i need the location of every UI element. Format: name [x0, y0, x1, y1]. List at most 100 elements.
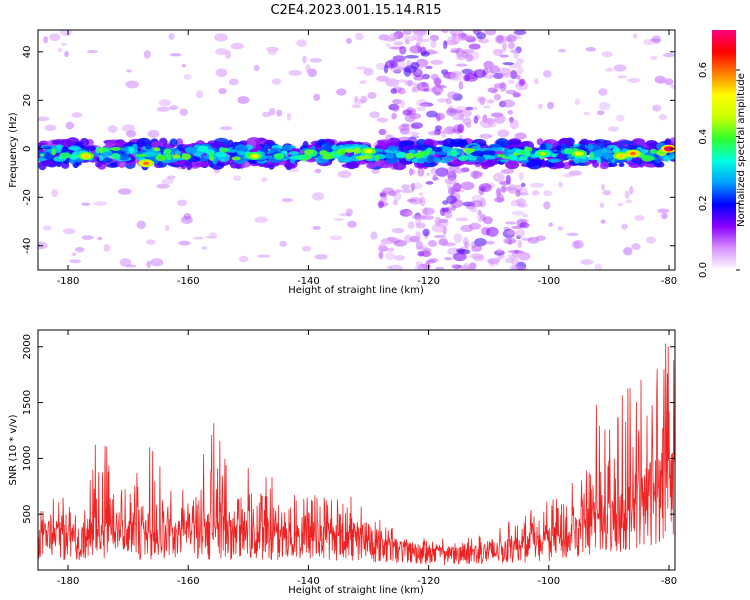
heatmap-cell — [456, 55, 466, 61]
heatmap-cell — [518, 171, 524, 181]
heatmap-cell — [464, 73, 479, 82]
heatmap-cell — [371, 168, 380, 174]
y-tick-label: -40 — [22, 238, 33, 254]
heatmap-cell — [391, 112, 397, 120]
heatmap-cell — [201, 246, 208, 250]
heatmap-cell — [517, 251, 531, 261]
heatmap-cell — [62, 228, 76, 235]
heatmap-cell — [428, 258, 439, 263]
heatmap-cell — [314, 168, 322, 174]
heatmap-cell — [465, 121, 472, 128]
heatmap-cell — [496, 247, 502, 254]
heatmap-cell — [539, 152, 546, 156]
heatmap-cell — [186, 161, 193, 171]
heatmap-cell — [547, 158, 562, 163]
heatmap-cell — [409, 182, 423, 190]
heatmap-cell — [465, 53, 474, 62]
heatmap-cell — [174, 150, 182, 155]
heatmap-cell — [441, 30, 449, 34]
heatmap-cell — [520, 182, 526, 188]
colorbar-ticks: 0.0 0.2 0.4 0.6 — [698, 62, 740, 278]
heatmap-cell — [649, 148, 658, 154]
heatmap-cell — [178, 240, 191, 246]
heatmap-cell — [468, 222, 482, 230]
heatmap-cell — [485, 70, 491, 74]
heatmap-cell — [276, 109, 283, 117]
snr-series-line — [38, 343, 675, 566]
heatmap-cell — [83, 154, 90, 158]
heatmap-cell — [156, 106, 170, 112]
y-tick-label: 500 — [22, 505, 33, 524]
heatmap-cell — [471, 145, 481, 150]
heatmap-cell — [466, 266, 472, 270]
heatmap-cell — [181, 153, 192, 160]
heatmap-cell — [575, 152, 582, 156]
heatmap-cell — [126, 69, 132, 73]
heatmap-cell — [101, 158, 113, 163]
heatmap-cell — [426, 155, 436, 163]
heatmap-cell — [396, 79, 408, 83]
heatmap-cell — [536, 138, 544, 146]
heatmap-cell — [183, 213, 192, 220]
y-tick-label: 1000 — [22, 446, 33, 471]
heatmap-cell — [225, 50, 232, 59]
heatmap-cell — [322, 143, 328, 152]
heatmap-cell — [329, 235, 343, 241]
heatmap-cell — [426, 110, 438, 118]
heatmap-cell — [486, 226, 499, 237]
heatmap-cell — [441, 128, 450, 134]
heatmap-cell — [452, 252, 467, 262]
heatmap-cell — [38, 116, 50, 122]
heatmap-cell — [420, 51, 430, 57]
heatmap-cell — [664, 78, 674, 86]
spectrogram-x-label: Height of straight line (km) — [288, 285, 424, 296]
heatmap-cell — [557, 48, 567, 53]
heatmap-cell — [375, 62, 386, 71]
heatmap-cell — [288, 151, 300, 156]
x-tick-label: -100 — [537, 576, 560, 587]
heatmap-cell — [81, 235, 94, 240]
heatmap-cell — [509, 119, 519, 130]
heatmap-cell — [183, 74, 192, 80]
heatmap-cell — [402, 30, 412, 36]
colorbar-tick-label: 0.4 — [698, 129, 709, 145]
heatmap-cell — [501, 73, 510, 77]
heatmap-cell — [254, 216, 268, 223]
heatmap-cell — [69, 145, 80, 151]
heatmap-cell — [432, 174, 438, 181]
heatmap-cell — [375, 148, 384, 153]
heatmap-cell — [599, 161, 609, 170]
heatmap-cell — [374, 154, 380, 162]
heatmap-cell — [508, 154, 518, 161]
heatmap-cell — [416, 153, 426, 157]
heatmap-cell — [71, 252, 77, 257]
heatmap-cell — [395, 189, 402, 193]
figure-title: C2E4.2023.001.15.14.R15 — [270, 3, 441, 18]
heatmap-cell — [179, 108, 188, 116]
heatmap-cell — [476, 156, 486, 163]
heatmap-cell — [658, 114, 668, 121]
heatmap-cell — [527, 236, 540, 244]
heatmap-cell — [443, 40, 448, 50]
heatmap-cell — [492, 48, 503, 56]
heatmap-cell — [117, 188, 132, 195]
heatmap-cell — [501, 99, 516, 108]
spectrogram-heatmap — [38, 30, 675, 270]
heatmap-cell — [257, 254, 271, 258]
heatmap-cell — [44, 124, 57, 132]
heatmap-cell — [651, 35, 662, 44]
heatmap-cell — [618, 142, 624, 151]
heatmap-cell — [455, 63, 468, 67]
heatmap-cell — [279, 240, 287, 247]
heatmap-cell — [621, 223, 628, 230]
spectrogram-frame — [37, 29, 676, 271]
heatmap-cell — [486, 99, 495, 104]
heatmap-cell — [665, 147, 672, 151]
heatmap-cell — [468, 43, 481, 50]
heatmap-cell — [598, 101, 611, 111]
heatmap-cell — [394, 255, 406, 261]
heatmap-cell — [405, 211, 414, 216]
heatmap-cell — [516, 58, 524, 65]
heatmap-cell — [415, 261, 423, 267]
heatmap-cell — [477, 212, 484, 223]
